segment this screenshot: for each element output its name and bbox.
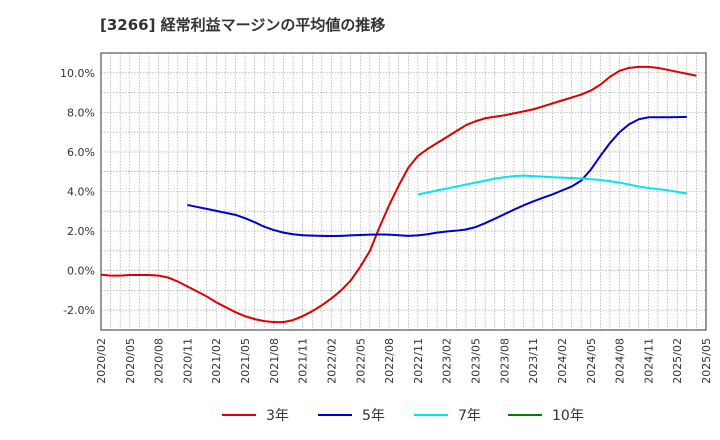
x-tick-label: 2023/05 — [470, 338, 483, 384]
plot-border — [100, 52, 707, 331]
x-tick-label: 2024/02 — [556, 338, 569, 384]
legend-item: 7年 — [414, 402, 481, 428]
series-line-5年 — [187, 115, 687, 238]
x-tick-label: 2023/02 — [441, 338, 454, 384]
legend-swatch — [508, 414, 542, 416]
x-tick-label: 2020/05 — [124, 338, 137, 384]
x-tick-label: 2020/02 — [95, 338, 108, 384]
series-line-7年 — [417, 174, 687, 196]
x-tick-label: 2020/08 — [153, 338, 166, 384]
chart-title: [3266] 経常利益マージンの平均値の推移 — [100, 16, 386, 34]
x-tick-label: 2025/05 — [700, 338, 713, 384]
y-tick-label: 10.0% — [60, 67, 95, 80]
x-tick-label: 2024/08 — [614, 338, 627, 384]
legend-label: 7年 — [458, 408, 481, 424]
x-tick-label: 2022/11 — [412, 338, 425, 384]
chart-legend: 3年 5年 7年 10年 — [0, 402, 720, 428]
x-tick-label: 2025/02 — [671, 338, 684, 384]
x-tick-label: 2022/02 — [325, 338, 338, 384]
legend-item: 5年 — [318, 402, 385, 428]
y-tick-label: 8.0% — [67, 106, 95, 119]
legend-swatch — [222, 414, 256, 416]
legend-swatch — [318, 414, 352, 416]
x-tick-label: 2022/05 — [354, 338, 367, 384]
x-tick-label: 2021/11 — [297, 338, 310, 384]
legend-label: 5年 — [362, 408, 385, 424]
x-tick-label: 2021/02 — [210, 338, 223, 384]
x-tick-label: 2024/11 — [642, 338, 655, 384]
y-tick-label: 6.0% — [67, 146, 95, 159]
x-tick-label: 2023/08 — [498, 338, 511, 384]
y-tick-label: 4.0% — [67, 186, 95, 199]
legend-label: 10年 — [552, 408, 584, 424]
x-tick-label: 2023/11 — [527, 338, 540, 384]
y-tick-label: 2.0% — [67, 225, 95, 238]
x-tick-label: 2021/05 — [239, 338, 252, 384]
series-line-3年 — [100, 65, 697, 324]
x-tick-label: 2020/11 — [181, 338, 194, 384]
y-tick-label: -2.0% — [63, 304, 95, 317]
x-tick-label: 2021/08 — [268, 338, 281, 384]
x-tick-label: 2022/08 — [383, 338, 396, 384]
x-tick-label: 2024/05 — [585, 338, 598, 384]
legend-label: 3年 — [266, 408, 289, 424]
legend-item: 3年 — [222, 402, 289, 428]
legend-swatch — [414, 414, 448, 416]
legend-item: 10年 — [508, 402, 584, 428]
y-tick-label: 0.0% — [67, 265, 95, 278]
